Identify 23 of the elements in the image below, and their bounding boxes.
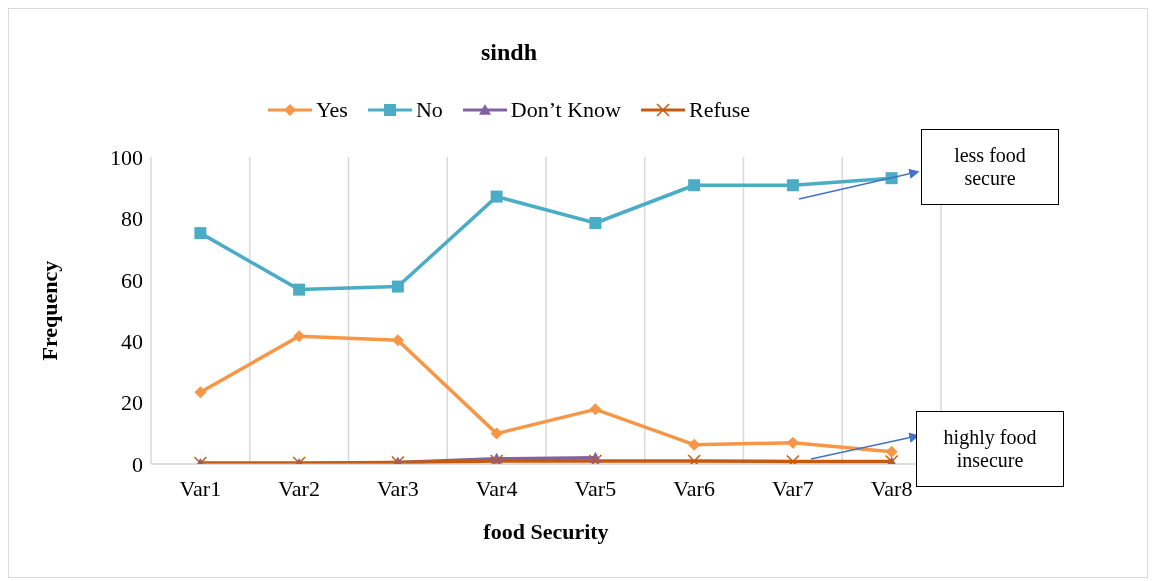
legend-label: Don’t Know [509, 97, 622, 123]
x-tick-label: Var3 [377, 475, 419, 501]
x-tick-label: Var5 [574, 475, 617, 501]
x-tick-label: Var2 [278, 475, 320, 501]
legend-label: Refuse [688, 97, 751, 123]
y-tick-label: 60 [121, 267, 143, 293]
legend-label: Yes [314, 97, 348, 123]
y-tick-label: 40 [121, 329, 143, 355]
x-tick-label: Var1 [179, 475, 222, 501]
legend-label: No [414, 97, 443, 123]
y-tick-label: 100 [110, 144, 143, 170]
chart-title: sindh [479, 39, 539, 66]
x-tick-label: Var8 [870, 475, 913, 501]
x-tick-label: Var6 [673, 475, 715, 501]
x-axis-title: food Security [483, 519, 609, 544]
y-tick-label: 80 [121, 206, 143, 232]
x-tick-label: Var7 [772, 475, 814, 501]
y-tick-label: 0 [132, 451, 143, 477]
note-box: less food secure [921, 129, 1059, 205]
x-tick-label: Var4 [475, 475, 518, 501]
note-box: highly food insecure [916, 411, 1064, 487]
y-axis-title: Frequency [36, 260, 62, 361]
y-tick-label: 20 [121, 390, 143, 416]
